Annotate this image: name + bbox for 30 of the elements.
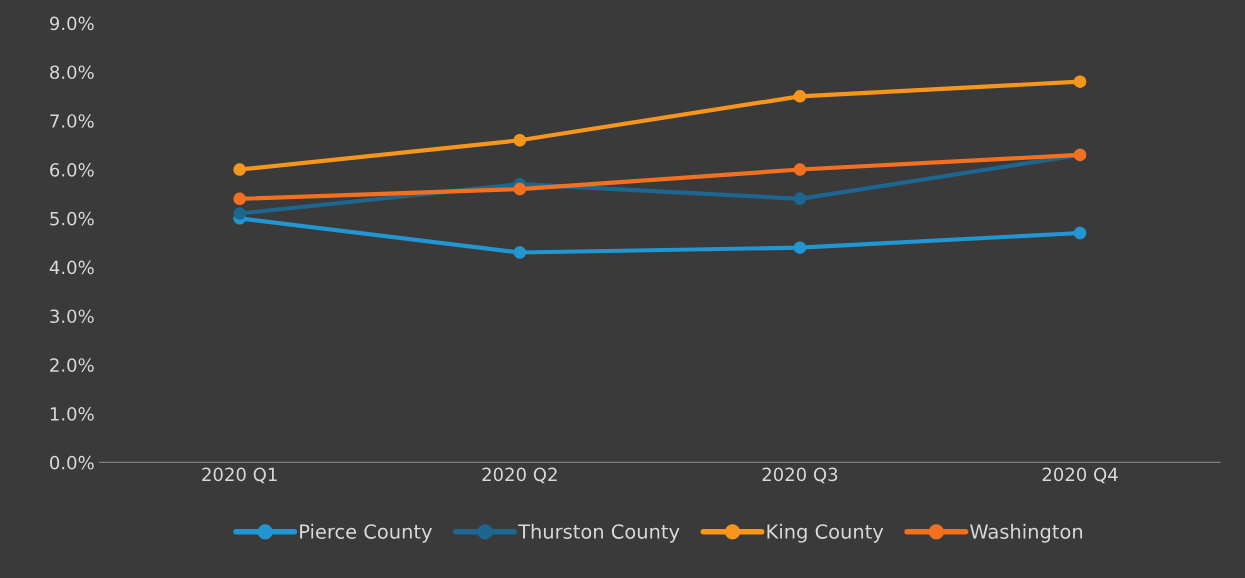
x-tick-label: 2020 Q4 [1042, 467, 1118, 484]
legend-label: Thurston County [518, 523, 680, 543]
point [1073, 226, 1087, 240]
x-tick-label: 2020 Q1 [202, 467, 277, 484]
point [793, 163, 807, 176]
y-tick-label: 8.0% [50, 65, 94, 80]
point [233, 192, 246, 206]
point [793, 241, 807, 254]
point [1073, 75, 1087, 88]
y-tick-label: 1.0% [50, 407, 94, 421]
x-tick-label: 2020 Q3 [762, 467, 838, 484]
point [513, 182, 527, 196]
point [233, 163, 246, 176]
y-tick-label: 7.0% [50, 114, 94, 128]
legend-label: Washington [970, 523, 1083, 543]
legend-label: King County [767, 523, 884, 543]
point [513, 134, 527, 147]
y-tick-label: 6.0% [50, 163, 94, 177]
point [793, 192, 807, 206]
point [233, 207, 246, 220]
point [793, 90, 807, 103]
y-tick-label: 5.0% [50, 211, 94, 226]
y-tick-label: 4.0% [49, 260, 94, 275]
y-tick-label: 2.0% [50, 358, 94, 372]
legend-label: Pierce County [300, 523, 432, 543]
y-tick-label: 9.0% [50, 16, 94, 31]
x-tick-label: 2020 Q2 [482, 467, 557, 484]
y-tick-label: 0.0% [50, 455, 94, 470]
y-tick-label: 3.0% [50, 309, 94, 324]
point [513, 246, 527, 259]
